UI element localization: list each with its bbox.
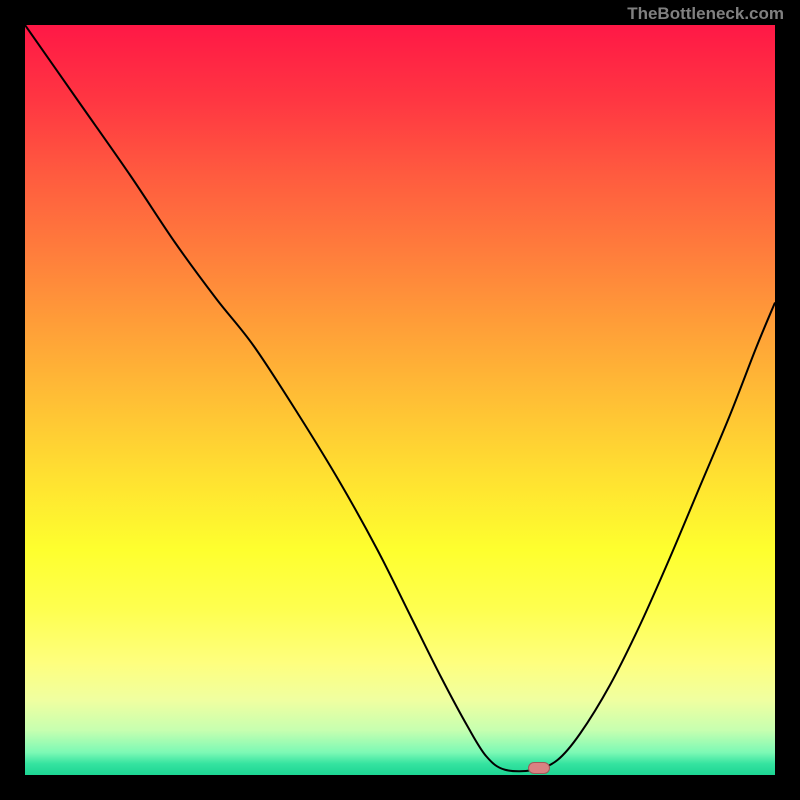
bottleneck-curve [25,25,775,775]
watermark-text: TheBottleneck.com [627,4,784,24]
chart-frame [25,25,775,775]
optimal-marker [528,762,550,774]
